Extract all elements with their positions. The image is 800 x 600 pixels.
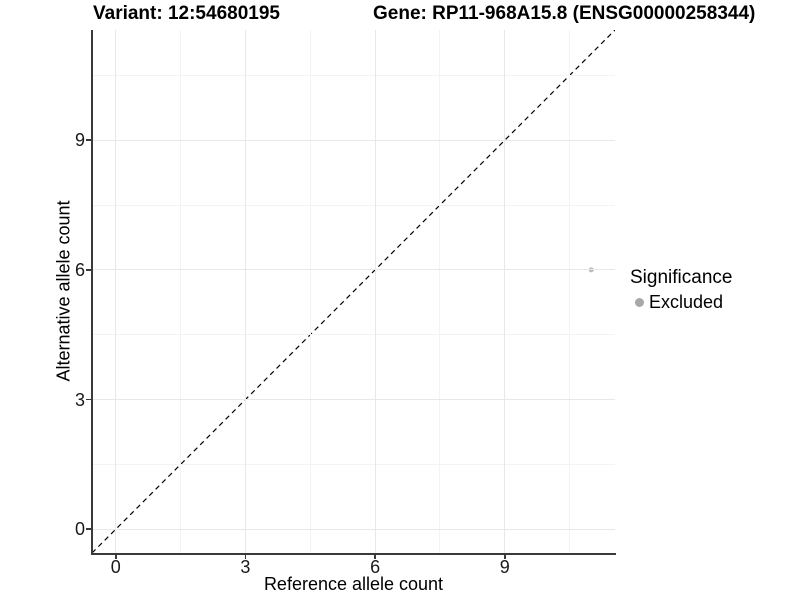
gridline xyxy=(309,30,311,553)
legend-marker-circle-icon xyxy=(635,298,644,307)
gene-title: Gene: RP11-968A15.8 (ENSG00000258344) xyxy=(373,3,756,24)
x-tick-mark xyxy=(374,554,376,559)
gridline xyxy=(92,269,615,271)
y-tick-label: 3 xyxy=(74,389,85,410)
y-tick-mark xyxy=(86,269,91,271)
gridline xyxy=(92,334,615,336)
variant-title: Variant: 12:54680195 xyxy=(93,3,280,24)
identity-reference-line xyxy=(92,30,615,553)
x-tick-mark xyxy=(244,554,247,559)
y-tick-mark xyxy=(86,528,91,530)
x-axis-title: Reference allele count xyxy=(263,574,444,594)
plot-panel xyxy=(92,30,615,553)
legend-item-excluded: Excluded xyxy=(630,292,732,313)
gridline xyxy=(92,204,615,206)
y-tick-label: 0 xyxy=(74,519,85,540)
plot-layer xyxy=(92,30,615,553)
y-tick-mark xyxy=(86,139,91,141)
legend-title: Significance xyxy=(630,267,733,288)
x-tick-label: 6 xyxy=(370,557,381,577)
gridline xyxy=(439,30,441,553)
y-axis-title: Alternative allele count xyxy=(53,200,74,382)
gridline xyxy=(92,528,615,530)
x-tick-label: 3 xyxy=(240,557,251,577)
gridline xyxy=(504,30,506,553)
x-tick-label: 9 xyxy=(499,557,510,577)
x-tick-label: 0 xyxy=(110,557,121,577)
gridline xyxy=(180,30,182,553)
y-tick-label: 9 xyxy=(74,130,85,151)
y-tick-label: 6 xyxy=(74,259,85,280)
gridline xyxy=(244,30,246,553)
gridline xyxy=(92,74,615,76)
y-tick-mark xyxy=(86,398,91,401)
x-tick-mark xyxy=(504,554,506,559)
gridline xyxy=(569,30,571,553)
x-axis-line xyxy=(90,552,616,555)
gridline xyxy=(92,139,615,141)
legend-item-label: Excluded xyxy=(649,292,724,312)
gridline xyxy=(92,463,615,465)
gridline xyxy=(92,399,615,401)
gridline xyxy=(115,30,117,553)
y-axis-line xyxy=(90,30,93,554)
gridline xyxy=(374,30,376,553)
legend: Significance Excluded xyxy=(630,266,732,313)
x-tick-mark xyxy=(115,554,117,559)
